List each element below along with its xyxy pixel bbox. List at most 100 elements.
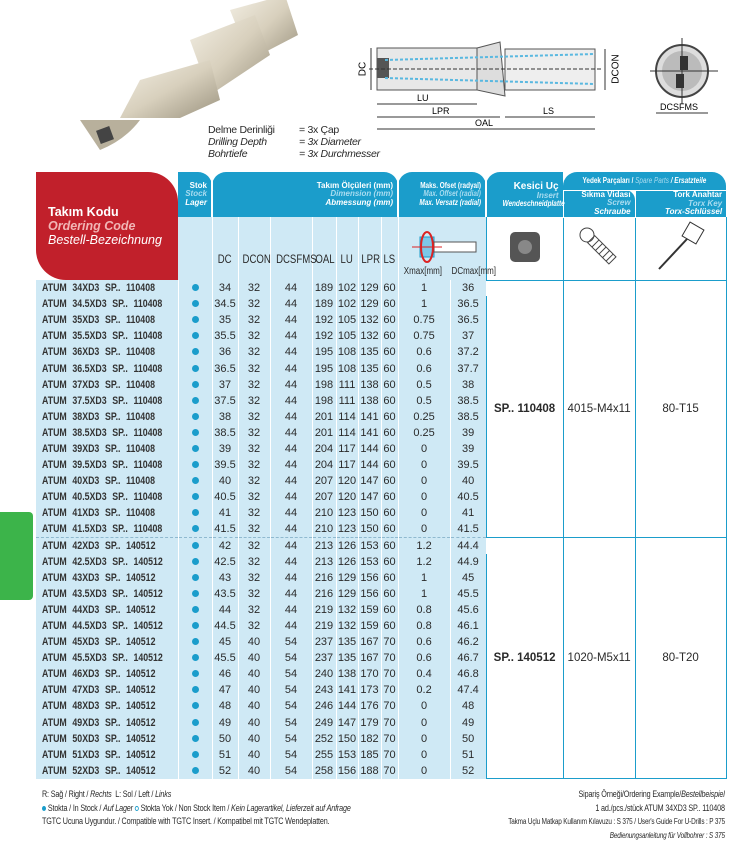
cell-dcon: 32: [238, 424, 271, 441]
in-stock-icon: [191, 654, 199, 662]
cell-dcsfms: 54: [270, 714, 313, 731]
cell-lu: 114: [336, 424, 359, 441]
cell-ls: 60: [381, 424, 399, 441]
cell-oal: 213: [312, 536, 337, 554]
stock-cell: [178, 634, 213, 651]
cell-dcmax: 45: [450, 569, 487, 586]
cell-lu: 144: [336, 698, 359, 715]
cell-dc: 38: [212, 408, 239, 425]
section-tab[interactable]: [0, 512, 33, 600]
cell-dc: 35: [212, 312, 239, 329]
cell-dc: 37.5: [212, 392, 239, 409]
in-stock-icon: [191, 509, 199, 517]
cell-ls: 60: [381, 536, 399, 554]
cell-oal: 204: [312, 457, 337, 474]
col-dc: DC: [212, 217, 239, 280]
cell-oal: 192: [312, 312, 337, 329]
cell-dcsfms: 54: [270, 666, 313, 683]
cell-dcmax: 38.5: [450, 408, 487, 425]
cell-lpr: 170: [358, 666, 382, 683]
cell-lpr: 144: [358, 457, 382, 474]
table-row: ATUM 52XD3 SP.. 140512 52 40 54 258 156 188 70 0…: [36, 762, 726, 779]
ordering-code: ATUM 40.5XD3 SP.. 110408: [42, 491, 163, 504]
cell-dcmax: 37: [450, 328, 487, 345]
cell-dcon: 32: [238, 585, 271, 602]
cell-dcon: 40: [238, 682, 271, 699]
non-stock-de: Kein Lagerartikel, Lieferzeit auf Anfrag…: [231, 802, 351, 813]
cell-dcmax: 46.7: [450, 650, 487, 667]
cell-dcmax: 41: [450, 505, 487, 522]
table-row: ATUM 45.5XD3 SP.. 140512 45.5 40 54 237 135 16…: [36, 650, 726, 667]
in-stock-icon: [191, 428, 199, 436]
ordering-code-cell: ATUM 45.5XD3 SP.. 140512: [36, 650, 179, 667]
depth-value-tr: = 3x Çap: [299, 124, 339, 136]
col-oal: OAL: [312, 217, 337, 280]
stock-cell: [178, 408, 213, 425]
cell-ls: 60: [381, 296, 399, 313]
stock-cell: [178, 392, 213, 409]
dimension-diagram: DC DCON LU LPR LS OAL: [358, 41, 622, 130]
cell-ls: 60: [381, 457, 399, 474]
cell-xmax: 0: [398, 521, 451, 538]
screw-header-tr: Sıkma Vidası: [581, 189, 631, 199]
cell-dcon: 40: [238, 746, 271, 763]
cell-dc: 36.5: [212, 360, 239, 377]
cell-dcsfms: 54: [270, 746, 313, 763]
cell-dcmax: 36: [450, 280, 487, 297]
ordering-code: ATUM 43.5XD3 SP.. 140512: [42, 587, 163, 600]
cell-dc: 43: [212, 569, 239, 586]
ordering-code-cell: ATUM 40.5XD3 SP.. 110408: [36, 489, 179, 506]
ordering-code-cell: ATUM 35XD3 SP.. 110408: [36, 312, 179, 329]
stock-cell: [178, 601, 213, 618]
table-row: ATUM 48XD3 SP.. 140512 48 40 54 246 144 176 70 0…: [36, 698, 726, 715]
dimension-header: Takım Ölçüleri (mm) Dimension (mm) Abmes…: [212, 172, 400, 217]
col-dcon-label: DCON: [242, 252, 271, 266]
cell-dc: 35.5: [212, 328, 239, 345]
cell-xmax: 0: [398, 457, 451, 474]
cell-lpr: 129: [358, 296, 382, 313]
cell-ls: 60: [381, 585, 399, 602]
spare-header-tr: Yedek Parçaları /: [582, 176, 634, 186]
cell-dcsfms: 44: [270, 536, 313, 554]
offset-header: Maks. Ofset (radyal) Max. Offset (radial…: [398, 172, 488, 217]
ordering-code: ATUM 52XD3 SP.. 140512: [42, 764, 156, 777]
cell-dcsfms: 54: [270, 650, 313, 667]
cell-dcmax: 44.4: [450, 536, 487, 554]
cell-dcmax: 46.2: [450, 634, 487, 651]
col-lpr: LPR: [358, 217, 382, 280]
stock-cell: [178, 585, 213, 602]
in-stock-icon: [191, 300, 199, 308]
cell-oal: 201: [312, 408, 337, 425]
cell-oal: 258: [312, 762, 337, 779]
in-stock-icon: [191, 380, 199, 388]
ordering-code-cell: ATUM 51XD3 SP.. 140512: [36, 746, 179, 763]
ls-label: LS: [543, 106, 554, 116]
insert-header-en: Insert: [536, 190, 559, 200]
cell-oal: 252: [312, 730, 337, 747]
stock-cell: [178, 536, 213, 554]
cell-lpr: 141: [358, 408, 382, 425]
ordering-code-cell: ATUM 37.5XD3 SP.. 110408: [36, 392, 179, 409]
cell-dcmax: 37.2: [450, 344, 487, 361]
cell-xmax: 0.75: [398, 328, 451, 345]
cell-dcmax: 44.9: [450, 553, 487, 570]
cell-dcmax: 45.6: [450, 601, 487, 618]
cell-dcsfms: 44: [270, 312, 313, 329]
ordering-code: ATUM 36XD3 SP.. 110408: [42, 346, 155, 359]
cell-lpr: 132: [358, 312, 382, 329]
stock-header-tr: Stok: [189, 180, 207, 190]
ordering-code-cell: ATUM 38XD3 SP.. 110408: [36, 408, 179, 425]
code-header-en: Ordering Code: [48, 219, 136, 233]
cell-oal: 207: [312, 489, 337, 506]
cell-dc: 38.5: [212, 424, 239, 441]
cell-lpr: 135: [358, 344, 382, 361]
table-row: ATUM 35.5XD3 SP.. 110408 35.5 32 44 192 105 13…: [36, 328, 726, 345]
ordering-code-cell: ATUM 49XD3 SP.. 140512: [36, 714, 179, 731]
cell-lu: 120: [336, 489, 359, 506]
cell-lpr: 135: [358, 360, 382, 377]
cell-xmax: 0: [398, 698, 451, 715]
stock-cell: [178, 521, 213, 538]
cell-lu: 126: [336, 536, 359, 554]
table-row: ATUM 44XD3 SP.. 140512 44 32 44 219 132 159 60 0…: [36, 601, 726, 618]
in-stock-icon: [191, 364, 199, 372]
